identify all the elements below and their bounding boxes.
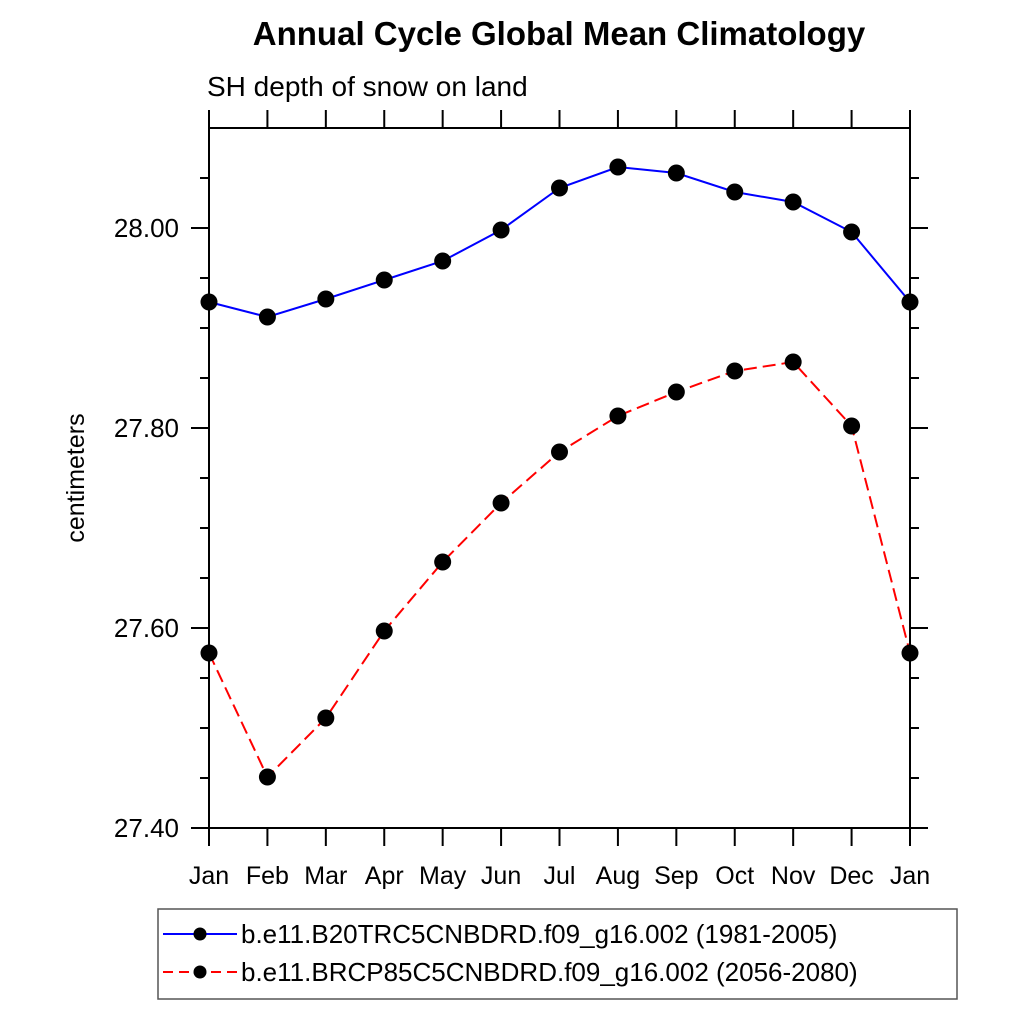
x-tick-label: Sep (654, 862, 698, 890)
y-tick-label: 27.60 (114, 613, 179, 643)
data-point-series0-Sep (667, 164, 685, 182)
legend-label-rcp85: b.e11.BRCP85C5CNBDRD.f09_g16.002 (2056-2… (241, 957, 858, 987)
y-tick-label: 28.00 (114, 213, 179, 243)
data-point-series0-Dec (843, 223, 861, 241)
legend-label-historical: b.e11.B20TRC5CNBDRD.f09_g16.002 (1981-20… (241, 919, 837, 949)
data-point-series0-Oct (726, 183, 744, 201)
x-tick-label: Jul (544, 862, 576, 890)
x-tick-label: Feb (246, 862, 289, 890)
data-point-series1-May (434, 553, 452, 571)
legend-entry-historical: b.e11.B20TRC5CNBDRD.f09_g16.002 (1981-20… (163, 919, 837, 949)
data-point-series1-Sep (667, 383, 685, 401)
x-tick-label: May (419, 862, 467, 890)
data-point-series1-Jan (200, 644, 218, 662)
legend: b.e11.B20TRC5CNBDRD.f09_g16.002 (1981-20… (157, 908, 958, 1000)
legend-marker-dot (193, 965, 207, 979)
x-tick-label: Jan (189, 862, 229, 890)
chart-title: Annual Cycle Global Mean Climatology (253, 15, 866, 52)
data-point-series0-Jun (492, 221, 510, 239)
data-point-series1-Mar (317, 709, 335, 727)
data-point-series1-Dec (843, 417, 861, 435)
data-point-series1-Apr (375, 622, 393, 640)
legend-box (157, 908, 958, 1000)
data-point-series0-Feb (258, 308, 276, 326)
y-axis-label: centimeters (62, 413, 90, 542)
data-point-series0-Aug (609, 158, 627, 176)
y-tick-label: 27.40 (114, 813, 179, 843)
x-tick-label: Mar (304, 862, 347, 890)
data-point-series0-Mar (317, 290, 335, 308)
data-point-series0-Jan (901, 293, 919, 311)
x-tick-label: Oct (715, 862, 754, 890)
legend-marker-dot (193, 927, 207, 941)
plot-frame (208, 127, 911, 829)
series-line-1 (208, 360, 911, 779)
data-point-series0-Nov (784, 193, 802, 211)
x-tick-label: Apr (365, 862, 404, 890)
x-tick-label: Dec (829, 862, 873, 890)
data-point-series1-Jul (551, 443, 568, 461)
x-tick-label: Jun (481, 862, 521, 890)
data-point-series0-Jan (200, 293, 218, 311)
data-point-series1-Aug (609, 407, 627, 425)
data-point-series1-Feb (258, 768, 276, 786)
data-point-series1-Nov (784, 353, 802, 371)
plot-area: 27.40 27.60 27.80 28.00 Jan Feb Mar Apr May Jun Ju… (114, 110, 930, 890)
data-point-series1-Jan (901, 644, 919, 662)
data-point-series1-Oct (726, 362, 744, 380)
x-tick-label: Aug (596, 862, 640, 890)
y-tick-label: 27.80 (114, 413, 179, 443)
data-point-series0-Jul (551, 179, 568, 197)
legend-entry-rcp85: b.e11.BRCP85C5CNBDRD.f09_g16.002 (2056-2… (163, 957, 858, 987)
data-point-series1-Jun (492, 494, 510, 512)
data-point-series0-Apr (375, 271, 393, 289)
x-tick-label: Jan (890, 862, 930, 890)
chart-subtitle: SH depth of snow on land (207, 71, 528, 102)
data-point-series0-May (434, 252, 452, 270)
x-tick-label: Nov (771, 862, 816, 890)
